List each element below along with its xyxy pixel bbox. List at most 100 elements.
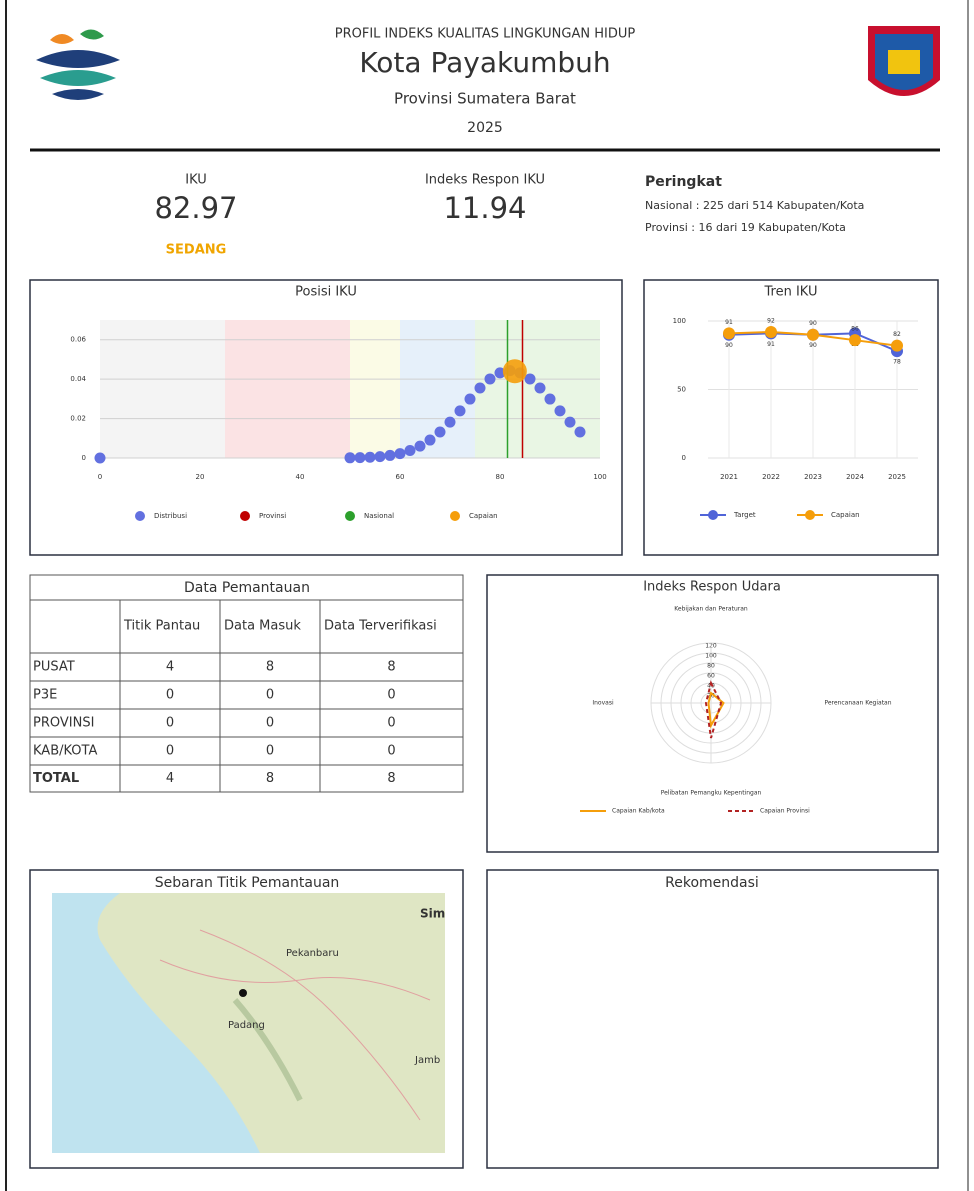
x-tick-label: 100 <box>593 473 606 481</box>
data-label: 92 <box>767 317 775 324</box>
map-label: Pekanbaru <box>286 948 339 959</box>
x-tick-label: 0 <box>98 473 102 481</box>
series-point <box>807 329 819 341</box>
x-tick-label: 2021 <box>720 473 738 481</box>
y-tick-label: 100 <box>673 317 686 325</box>
distribution-point <box>345 452 356 463</box>
chart-title: Indeks Respon Udara <box>643 580 781 595</box>
column-header: Data Masuk <box>224 619 301 634</box>
band <box>400 320 475 458</box>
legend-label: Nasional <box>364 512 394 520</box>
table-cell: 0 <box>387 744 395 759</box>
respon-value: 11.94 <box>443 191 526 225</box>
map-label: Sim <box>420 907 445 921</box>
row-label: KAB/KOTA <box>33 744 97 759</box>
data-label: 90 <box>725 342 733 349</box>
row-label: TOTAL <box>33 771 79 786</box>
map-label: Jamb <box>414 1055 440 1066</box>
iku-value: 82.97 <box>154 191 237 225</box>
distribution-point <box>95 453 106 464</box>
distribution-point <box>375 451 386 462</box>
row-label: PUSAT <box>33 660 75 675</box>
band <box>350 320 400 458</box>
data-label: 90 <box>809 320 817 327</box>
logo-right <box>868 26 940 96</box>
table-cell: 0 <box>266 744 274 759</box>
chart-title: Tren IKU <box>764 285 818 300</box>
y-tick-label: 0.02 <box>70 415 86 423</box>
distribution-point <box>365 452 376 463</box>
data-label: 82 <box>893 331 901 338</box>
distribution-point <box>485 373 496 384</box>
map-title: Sebaran Titik Pemantauan <box>155 875 340 891</box>
x-tick-label: 2024 <box>846 473 864 481</box>
y-tick-label: 0 <box>682 454 686 462</box>
series-point <box>765 326 777 338</box>
distribution-point <box>425 435 436 446</box>
legend-label: Capaian <box>831 511 860 519</box>
distribution-point <box>575 426 586 437</box>
x-tick-label: 2022 <box>762 473 780 481</box>
y-tick-label: 0.06 <box>70 336 86 344</box>
panel-recommendation <box>487 870 938 1168</box>
table-cell: 8 <box>266 771 274 786</box>
distribution-point <box>445 417 456 428</box>
iku-category: SEDANG <box>166 243 227 258</box>
legend-marker <box>708 510 718 520</box>
distribution-point <box>405 445 416 456</box>
rank-national: Nasional : 225 dari 514 Kabupaten/Kota <box>645 199 864 212</box>
x-tick-label: 80 <box>496 473 505 481</box>
panel-radar <box>487 575 938 852</box>
band <box>225 320 350 458</box>
legend-label: Capaian Provinsi <box>760 808 810 815</box>
rank-title: Peringkat <box>645 174 722 190</box>
axis-label: Pelibatan Pemangku Kepentingan <box>661 790 762 797</box>
table-title: Data Pemantauan <box>184 580 310 596</box>
y-tick-label: 0.04 <box>70 375 86 383</box>
distribution-point <box>465 394 476 405</box>
table-cell: 0 <box>387 688 395 703</box>
table-cell: 8 <box>387 660 395 675</box>
table-cell: 4 <box>166 660 174 675</box>
map-label: Padang <box>228 1020 265 1031</box>
data-label: 91 <box>767 341 775 348</box>
distribution-point <box>435 426 446 437</box>
legend-marker <box>240 511 250 521</box>
distribution-point <box>355 452 366 463</box>
distribution-point <box>535 383 546 394</box>
series-point <box>891 340 903 352</box>
distribution-point <box>455 405 466 416</box>
table-cell: 4 <box>166 771 174 786</box>
table-cell: 0 <box>166 744 174 759</box>
chart-title: Posisi IKU <box>295 285 357 300</box>
capaian-point <box>503 359 527 383</box>
legend-label: Capaian <box>469 512 498 520</box>
table-cell: 8 <box>387 771 395 786</box>
table-cell: 0 <box>166 688 174 703</box>
series-point <box>849 334 861 346</box>
data-label: 91 <box>725 319 733 326</box>
legend-label: Provinsi <box>259 512 286 520</box>
legend-label: Target <box>733 511 756 519</box>
rank-province: Provinsi : 16 dari 19 Kabupaten/Kota <box>645 221 846 234</box>
band <box>100 320 225 458</box>
y-tick-label: 50 <box>677 386 686 394</box>
legend-marker <box>135 511 145 521</box>
x-tick-label: 20 <box>196 473 205 481</box>
distribution-point <box>475 383 486 394</box>
row-label: PROVINSI <box>33 716 94 731</box>
series-point <box>723 327 735 339</box>
distribution-point <box>565 417 576 428</box>
legend-marker <box>450 511 460 521</box>
table-cell: 8 <box>266 660 274 675</box>
table-cell: 0 <box>387 716 395 731</box>
legend-label: Capaian Kab/kota <box>612 808 665 815</box>
table-cell: 0 <box>266 716 274 731</box>
y-tick-label: 0 <box>82 454 86 462</box>
report-year: 2025 <box>467 120 503 136</box>
report-title: Kota Payakumbuh <box>359 46 610 79</box>
table-cell: 0 <box>266 688 274 703</box>
page: PROFIL INDEKS KUALITAS LINGKUNGAN HIDUP … <box>0 0 974 1191</box>
distribution-point <box>545 394 556 405</box>
iku-label: IKU <box>185 173 207 188</box>
